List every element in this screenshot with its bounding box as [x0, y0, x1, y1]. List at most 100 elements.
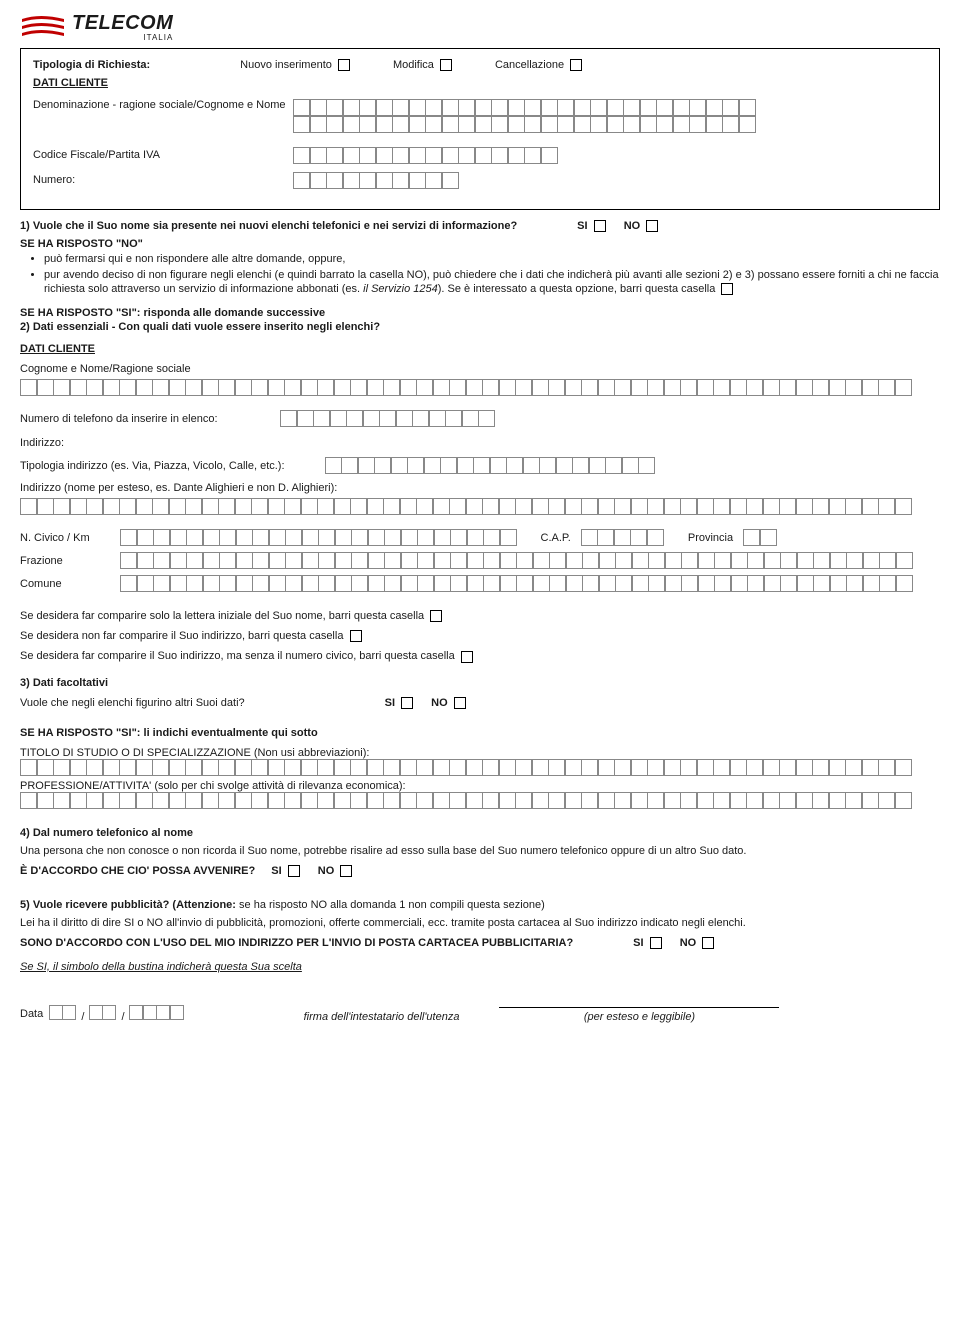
checkbox-cancellazione[interactable] [570, 59, 582, 71]
q2-cap-grid[interactable] [581, 529, 664, 546]
q1-si-label: SI [577, 220, 587, 232]
denom-grid-2[interactable] [293, 116, 756, 133]
q3-titolo-label: TITOLO DI STUDIO O DI SPECIALIZZAZIONE (… [20, 747, 940, 759]
denom-grid-1[interactable] [293, 99, 756, 116]
opt-nuovo: Nuovo inserimento [240, 59, 332, 71]
q2-tipind-label: Tipologia indirizzo (es. Via, Piazza, Vi… [20, 460, 285, 472]
q5-si-label: SI [633, 937, 643, 949]
q2-cognome-label: Cognome e Nome/Ragione sociale [20, 363, 940, 375]
q4-q: È D'ACCORDO CHE CIO' POSSA AVVENIRE? [20, 865, 255, 877]
q1-no-label: NO [624, 220, 641, 232]
date-m1[interactable] [89, 1005, 103, 1020]
q2-opt1-checkbox[interactable] [430, 610, 442, 622]
q5-q: SONO D'ACCORDO CON L'USO DEL MIO INDIRIZ… [20, 937, 573, 949]
q2-opt3: Se desidera far comparire il Suo indiriz… [20, 650, 455, 662]
cf-label: Codice Fiscale/Partita IVA [33, 149, 293, 161]
q1-text: 1) Vuole che il Suo nome sia presente ne… [20, 220, 517, 232]
q2-cognome-grid[interactable] [20, 379, 940, 396]
q2-comune-label: Comune [20, 578, 110, 590]
date-y1[interactable] [129, 1005, 143, 1020]
q2-prov-grid[interactable] [743, 529, 777, 546]
q4-no-checkbox[interactable] [340, 865, 352, 877]
q1-bullets: può fermarsi qui e non rispondere alle a… [20, 252, 940, 298]
date-y2[interactable] [143, 1005, 157, 1020]
q2-civico-label: N. Civico / Km [20, 532, 110, 544]
q1-b2: pur avendo deciso di non figurare negli … [44, 268, 940, 298]
opt-cancellazione: Cancellazione [495, 59, 564, 71]
q1-b2i: il Servizio 1254 [363, 283, 438, 295]
q2-comune-grid[interactable] [120, 575, 913, 592]
q2-frazione-grid[interactable] [120, 552, 913, 569]
q3-q: Vuole che negli elenchi figurino altri S… [20, 697, 245, 709]
dati-cliente-heading: DATI CLIENTE [33, 77, 927, 89]
logo-mark-icon [20, 13, 66, 42]
q3-titolo-grid[interactable] [20, 759, 940, 776]
q3-title: 3) Dati facoltativi [20, 677, 940, 689]
q2-indirizzo-label: Indirizzo: [20, 437, 940, 449]
q1-no-head: SE HA RISPOSTO "NO" [20, 238, 940, 250]
q2-civico-grid[interactable] [120, 529, 517, 546]
q2-indnome-grid[interactable] [20, 498, 940, 515]
brand-sub: ITALIA [72, 33, 173, 42]
q2-opt1: Se desidera far comparire solo la letter… [20, 610, 424, 622]
q4-title: 4) Dal numero telefonico al nome [20, 827, 940, 839]
q3-si-head: SE HA RISPOSTO "SI": li indichi eventual… [20, 727, 940, 739]
header-box: Tipologia di Richiesta: Nuovo inseriment… [20, 48, 940, 210]
q5-no-checkbox[interactable] [702, 937, 714, 949]
q2-title: 2) Dati essenziali - Con quali dati vuol… [20, 321, 940, 333]
q3-si-checkbox[interactable] [401, 697, 413, 709]
q4-no-label: NO [318, 865, 335, 877]
q5-si-checkbox[interactable] [650, 937, 662, 949]
date-d2[interactable] [62, 1005, 76, 1020]
date-y4[interactable] [170, 1005, 184, 1020]
opt-modifica: Modifica [393, 59, 434, 71]
checkbox-modifica[interactable] [440, 59, 452, 71]
checkbox-nuovo[interactable] [338, 59, 350, 71]
brand-name: TELECOM [72, 12, 173, 34]
q3-prof-label: PROFESSIONE/ATTIVITA' (solo per chi svol… [20, 780, 940, 792]
q2-cap-label: C.A.P. [541, 532, 571, 544]
q4-si-checkbox[interactable] [288, 865, 300, 877]
q2-tipind-grid[interactable] [325, 457, 656, 474]
q1-si-head: SE HA RISPOSTO "SI": risponda alle doman… [20, 307, 940, 319]
q2-prov-label: Provincia [688, 532, 733, 544]
footer-firma-label: firma dell'intestatario dell'utenza [304, 1011, 460, 1023]
signature-line[interactable] [499, 1007, 779, 1008]
footer-esteso: (per esteso e leggibile) [499, 1011, 779, 1023]
q1-opt-checkbox[interactable] [721, 283, 733, 295]
q5-title-b: se ha risposto NO alla domanda 1 non com… [239, 899, 545, 911]
denom-label: Denominazione - ragione sociale/Cognome … [33, 99, 293, 111]
q2-opt3-checkbox[interactable] [461, 651, 473, 663]
q4-text: Una persona che non conosce o non ricord… [20, 845, 940, 857]
footer-data-label: Data [20, 1008, 43, 1020]
brand-logo: TELECOM ITALIA [20, 12, 940, 42]
q3-prof-grid[interactable] [20, 792, 940, 809]
q1-b2b: ). Se è interessato a questa opzione, ba… [438, 283, 716, 295]
q2-dati-cliente: DATI CLIENTE [20, 343, 940, 355]
q2-indnome-label: Indirizzo (nome per esteso, es. Dante Al… [20, 482, 940, 494]
q5-no-label: NO [680, 937, 697, 949]
q2-tel-label: Numero di telefono da inserire in elenco… [20, 413, 280, 425]
q2-opt2: Se desidera non far comparire il Suo ind… [20, 630, 343, 642]
q1-si-checkbox[interactable] [594, 220, 606, 232]
brand-text: TELECOM ITALIA [72, 12, 173, 42]
q2-opt2-checkbox[interactable] [350, 630, 362, 642]
q3-no-label: NO [431, 697, 448, 709]
numero-grid[interactable] [293, 172, 459, 189]
q1-no-checkbox[interactable] [646, 220, 658, 232]
q5-note: Se SI, il simbolo della bustina indicher… [20, 961, 940, 973]
numero-label: Numero: [33, 174, 293, 186]
cf-grid[interactable] [293, 147, 558, 164]
q3-no-checkbox[interactable] [454, 697, 466, 709]
tipologia-label: Tipologia di Richiesta: [33, 59, 150, 71]
q5-title-a: 5) Vuole ricevere pubblicità? (Attenzion… [20, 899, 239, 911]
date-d1[interactable] [49, 1005, 63, 1020]
q1-b1: può fermarsi qui e non rispondere alle a… [44, 252, 940, 267]
date-m2[interactable] [102, 1005, 116, 1020]
q5-text: Lei ha il diritto di dire SI o NO all'in… [20, 917, 940, 929]
q2-tel-grid[interactable] [280, 410, 495, 427]
q4-si-label: SI [271, 865, 281, 877]
q3-si-label: SI [385, 697, 395, 709]
date-y3[interactable] [156, 1005, 170, 1020]
q2-frazione-label: Frazione [20, 555, 110, 567]
